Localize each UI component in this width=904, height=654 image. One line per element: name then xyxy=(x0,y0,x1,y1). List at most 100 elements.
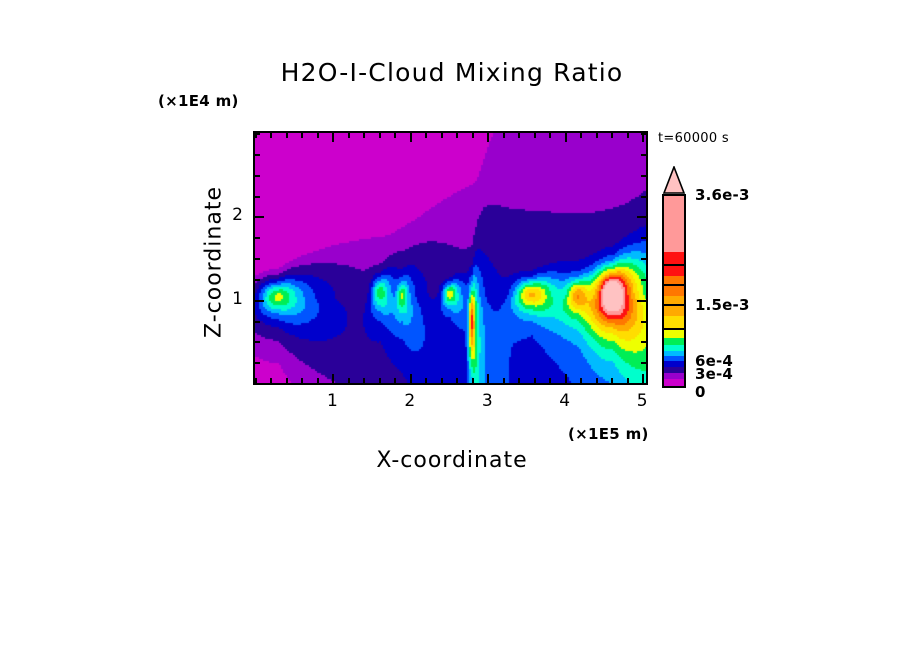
x-minor-tick-top xyxy=(472,133,474,138)
colorbar-band xyxy=(664,345,684,351)
x-major-tick xyxy=(565,374,567,383)
x-minor-tick xyxy=(379,378,381,383)
y-tick-label-text: 2 xyxy=(232,205,243,226)
y-minor-tick-right xyxy=(641,362,646,364)
y-minor-tick-right xyxy=(641,175,646,177)
y-minor-tick xyxy=(255,175,260,177)
y-minor-tick xyxy=(255,154,260,156)
x-major-tick-top xyxy=(332,133,334,142)
colorbar-band xyxy=(664,361,684,367)
x-minor-tick xyxy=(441,378,443,383)
x-tick-label: 1 xyxy=(327,391,338,411)
colorbar-band xyxy=(664,196,684,252)
y-minor-tick xyxy=(255,321,260,323)
x-minor-tick-top xyxy=(441,133,443,138)
x-major-tick xyxy=(487,374,489,383)
x-minor-tick-top xyxy=(348,133,350,138)
x-tick-label: 2 xyxy=(404,391,416,411)
x-major-tick xyxy=(332,374,334,383)
x-units-label: (×1E5 m) xyxy=(568,425,649,443)
y-minor-tick-right xyxy=(641,383,646,385)
colorbar-band xyxy=(664,367,684,373)
colorbar-separator xyxy=(664,304,684,306)
colorbar xyxy=(662,166,686,388)
colorbar-separator xyxy=(664,328,684,330)
y-minor-tick-right xyxy=(641,279,646,281)
y-minor-tick xyxy=(255,133,260,135)
x-major-tick-top xyxy=(487,133,489,142)
y-minor-tick xyxy=(255,362,260,364)
y-major-tick xyxy=(255,300,264,302)
colorbar-band xyxy=(664,328,684,338)
x-minor-tick-top xyxy=(301,133,303,138)
colorbar-band xyxy=(664,316,684,328)
y-minor-tick xyxy=(255,341,260,343)
y-minor-tick xyxy=(255,279,260,281)
x-major-tick xyxy=(410,374,412,383)
y-minor-tick-right xyxy=(641,341,646,343)
y-minor-tick xyxy=(255,237,260,239)
x-minor-tick xyxy=(596,378,598,383)
y-minor-tick xyxy=(255,258,260,260)
y-minor-tick-right xyxy=(641,237,646,239)
y-minor-tick-right xyxy=(641,196,646,198)
x-minor-tick xyxy=(270,378,272,383)
colorbar-tick-label: 1.5e-3 xyxy=(695,296,750,314)
x-minor-tick-top xyxy=(255,133,257,138)
x-minor-tick-top xyxy=(363,133,365,138)
x-tick-label: 5 xyxy=(636,391,648,411)
x-minor-tick xyxy=(317,378,319,383)
x-minor-tick-top xyxy=(627,133,629,138)
y-minor-tick-right xyxy=(641,133,646,135)
colorbar-band xyxy=(664,373,684,379)
x-minor-tick xyxy=(348,378,350,383)
x-minor-tick xyxy=(456,378,458,383)
x-minor-tick-top xyxy=(580,133,582,138)
x-minor-tick-top xyxy=(270,133,272,138)
colorbar-bands xyxy=(662,194,686,388)
x-minor-tick-top xyxy=(425,133,427,138)
x-minor-tick-top xyxy=(596,133,598,138)
x-minor-tick xyxy=(580,378,582,383)
x-minor-tick-top xyxy=(379,133,381,138)
x-minor-tick xyxy=(611,378,613,383)
x-axis-title: X-coordinate xyxy=(376,448,528,473)
y-minor-tick xyxy=(255,383,260,385)
x-minor-tick-top xyxy=(549,133,551,138)
colorbar-separator xyxy=(664,284,684,286)
x-major-tick-top xyxy=(410,133,412,142)
y-minor-tick-right xyxy=(641,321,646,323)
colorbar-separator xyxy=(664,264,684,266)
x-minor-tick xyxy=(255,378,257,383)
colorbar-tick-label: 6e-4 xyxy=(695,352,734,370)
x-tick-label: 4 xyxy=(559,391,571,411)
x-minor-tick xyxy=(425,378,427,383)
colorbar-band xyxy=(664,276,684,296)
x-minor-tick xyxy=(518,378,520,383)
x-minor-tick xyxy=(472,378,474,383)
x-minor-tick xyxy=(503,378,505,383)
x-minor-tick xyxy=(534,378,536,383)
x-major-tick-top xyxy=(565,133,567,142)
time-annotation: t=60000 s xyxy=(658,131,729,146)
colorbar-tick-label: 0 xyxy=(695,383,706,401)
x-minor-tick xyxy=(549,378,551,383)
colorbar-extend-arrow xyxy=(662,166,686,194)
x-minor-tick-top xyxy=(286,133,288,138)
colorbar-tick-label: 3.6e-3 xyxy=(695,186,750,204)
x-minor-tick-top xyxy=(394,133,396,138)
x-minor-tick xyxy=(394,378,396,383)
y-minor-tick-right xyxy=(641,154,646,156)
page-title: H2O-I-Cloud Mixing Ratio xyxy=(280,58,624,87)
x-minor-tick-top xyxy=(317,133,319,138)
plot-area xyxy=(253,131,648,385)
x-minor-tick xyxy=(301,378,303,383)
x-minor-tick-top xyxy=(503,133,505,138)
y-minor-tick xyxy=(255,196,260,198)
x-tick-label: 3 xyxy=(481,391,493,411)
y-units-label: (×1E4 m) xyxy=(158,92,239,110)
y-minor-tick-right xyxy=(641,258,646,260)
x-minor-tick-top xyxy=(456,133,458,138)
colorbar-band xyxy=(664,379,684,386)
